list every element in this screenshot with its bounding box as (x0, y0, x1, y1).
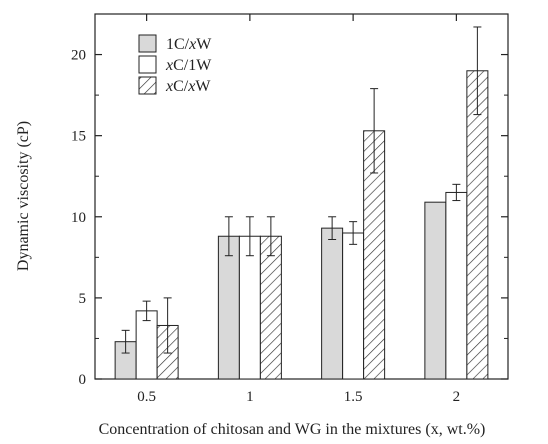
error-bar-2-1 (266, 216, 275, 257)
legend-label-2: xC/xW (165, 78, 211, 95)
y-axis: 0 5 10 15 20 (71, 48, 508, 388)
legend: 1C/xW xC/1W xC/xW (138, 34, 212, 95)
x-tick-label-3: 2 (453, 389, 461, 405)
legend-swatch-1 (138, 55, 157, 74)
bar-2-1 (259, 235, 282, 380)
bar-0-2 (321, 227, 344, 380)
bar-0-3 (424, 201, 447, 380)
y-tick-label-2: 10 (71, 210, 86, 226)
plot-frame (94, 13, 509, 380)
error-bar-2-0 (163, 297, 172, 354)
legend-label-0: 1C/xW (166, 36, 212, 53)
x-tick-label-2: 1.5 (344, 389, 363, 405)
x-axis-label: Concentration of chitosan and WG in the … (99, 421, 486, 438)
y-tick-label-1: 5 (79, 291, 87, 307)
error-bar-1-1 (245, 216, 254, 257)
x-tick-label-1: 1 (246, 389, 254, 405)
y-axis-label: Dynamic viscosity (cP) (15, 121, 32, 271)
error-bar-1-3 (452, 183, 461, 202)
y-tick-label-3: 15 (71, 129, 86, 145)
y-tick-label-0: 0 (79, 372, 87, 388)
legend-swatch-2 (138, 76, 157, 95)
x-tick-label-0: 0.5 (137, 389, 156, 405)
y-tick-label-4: 20 (71, 48, 86, 64)
bar-0-1 (217, 235, 240, 380)
error-bar-1-0 (142, 300, 151, 322)
bar-1-1 (238, 235, 261, 380)
legend-label-1: xC/1W (165, 57, 212, 74)
error-bar-0-2 (328, 216, 337, 240)
bar-1-2 (342, 232, 365, 380)
error-bar-1-2 (349, 221, 358, 245)
error-bar-2-2 (370, 88, 379, 174)
bar-1-3 (445, 191, 468, 380)
bars-group (114, 26, 489, 380)
error-bar-0-0 (121, 329, 130, 354)
legend-swatch-0 (138, 34, 157, 53)
bar-2-3 (466, 70, 489, 380)
error-bar-2-3 (473, 26, 482, 116)
error-bar-0-1 (224, 216, 233, 257)
